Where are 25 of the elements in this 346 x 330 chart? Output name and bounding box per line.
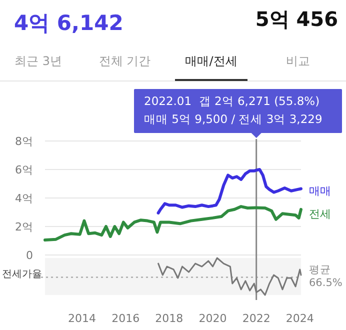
series-label: 전세 [309,207,331,220]
y-tick-label: 2억 [15,220,33,234]
x-tick-label: 2014 [68,312,96,325]
x-tick-label: 2024 [286,312,314,325]
y-axis-title: 전세가율 [2,269,42,280]
x-tick-label: 2018 [155,312,184,325]
line-series [44,205,302,242]
line-series [156,168,302,214]
text: 매매 5억 9,500 / 전세 3억 3,229 [144,112,322,126]
text: 비교 [286,54,310,68]
y-tick-label: 0 [26,248,33,262]
x-tick-label: 2022 [242,312,270,325]
x-tick-label: 2016 [112,312,140,325]
text: 매매/전세 [185,54,238,68]
text: 전체 기간 [98,54,151,68]
text: 최근 3년 [14,54,62,68]
text: 2022.01 갭 2억 6,271 (55.8%) [144,94,320,108]
series-label: 매매 [309,184,331,198]
text: 4억 6,142 [14,11,124,35]
y-tick-label: 4억 [15,192,33,205]
text: 5억 456 [255,7,338,31]
y-tick-label: 8억 [15,134,33,148]
x-tick-label: 2020 [198,312,227,325]
y-tick-label: 6억 [15,163,33,176]
ref-line-label: 평균 66.5% [309,264,342,290]
